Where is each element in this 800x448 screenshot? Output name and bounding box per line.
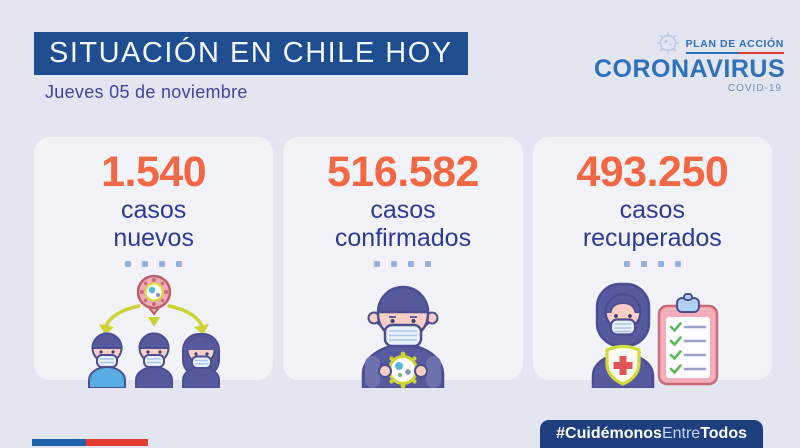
dots-separator: [283, 261, 522, 268]
card-casos-recuperados: 493.250 casos recuperados: [532, 137, 772, 390]
new-cases-value: 1.540: [101, 148, 207, 196]
coronavirus-wordmark: CORONAVIRUS: [594, 55, 786, 83]
recovered-cases-label: casos recuperados: [582, 196, 722, 252]
hashtag-badge: #Cuidémonos Entre Todos: [540, 420, 763, 448]
page-title: SITUACIÓN EN CHILE HOY: [34, 32, 468, 75]
masked-patient-virus-icon: [361, 285, 445, 390]
stat-cards-row: 1.540 casos nuevos: [34, 137, 772, 390]
hashtag-part-entre: Entre: [661, 425, 701, 442]
confirmed-cases-label: casos confirmados: [334, 196, 472, 252]
contagion-spread-icon: [87, 274, 220, 389]
flag-blue-segment: [32, 439, 86, 446]
plan-de-accion-label: PLAN DE ACCIÓN: [685, 37, 784, 50]
new-cases-label: casos nuevos: [113, 196, 194, 252]
hashtag-part-todos: Todos: [700, 425, 747, 442]
dots-separator: [34, 261, 273, 268]
card-casos-nuevos: 1.540 casos nuevos: [34, 137, 274, 389]
nurse-shield-checklist-icon: [592, 282, 719, 390]
recovered-cases-value: 493.250: [576, 148, 729, 196]
confirmed-cases-value: 516.582: [327, 148, 479, 196]
underline-red-segment: [739, 51, 784, 54]
plan-underline: [685, 51, 784, 54]
chile-flag-bar-icon: [32, 439, 148, 446]
coronavirus-plan-logo: PLAN DE ACCIÓN CORONAVIRUS COVID-19: [594, 30, 786, 95]
dots-separator: [533, 261, 772, 268]
page-title-text: SITUACIÓN EN CHILE HOY: [49, 37, 453, 69]
underline-blue-segment: [685, 51, 740, 54]
virus-icon: [656, 31, 679, 55]
covid19-label: COVID-19: [727, 83, 782, 95]
flag-red-segment: [85, 439, 148, 446]
date-label: Jueves 05 de noviembre: [45, 82, 248, 102]
hashtag-part-cuidemonos: #Cuidémonos: [556, 425, 662, 442]
card-casos-confirmados: 516.582 casos confirmados: [283, 137, 523, 390]
